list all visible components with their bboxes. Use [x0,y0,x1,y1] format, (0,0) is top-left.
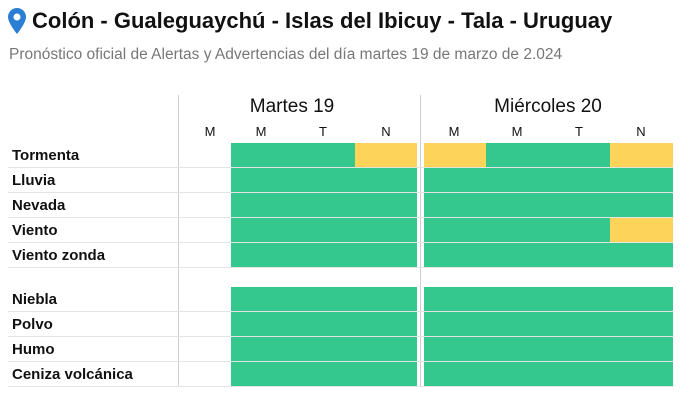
alert-cell [610,337,673,361]
alert-cell [486,287,548,311]
row-divider [8,242,674,243]
alert-cell [231,362,293,386]
alert-cell [486,312,548,336]
alert-cell [231,243,293,267]
row-label: Niebla [12,291,58,308]
alert-cell [424,168,486,192]
row-divider [8,267,674,268]
alert-cell [548,287,610,311]
alert-cell [424,218,486,242]
row-divider [8,192,674,193]
alert-cell [293,287,355,311]
alert-cell [424,287,486,311]
row-label: Tormenta [12,147,80,164]
alert-cell [293,312,355,336]
period-label: N [636,124,646,139]
period-label: T [575,124,583,139]
column-divider [178,95,179,387]
alert-cell [548,337,610,361]
alert-cell [293,362,355,386]
page-header: Colón - Gualeguaychú - Islas del Ibicuy … [8,6,683,36]
alert-cell [231,337,293,361]
alert-cell [231,168,293,192]
period-label: M [204,124,216,139]
alert-cell [355,168,417,192]
alert-cell [486,193,548,217]
alert-cell [610,287,673,311]
day-header: Martes 19 [249,96,335,117]
alert-cell [293,143,355,167]
row-label: Viento [12,222,58,239]
alert-cell [424,362,486,386]
alert-cell [486,218,548,242]
alert-cell [610,362,673,386]
alert-cell [486,337,548,361]
row-divider [8,336,674,337]
alert-cell [355,312,417,336]
alert-cell [424,193,486,217]
alert-cell [231,312,293,336]
alert-cell [231,193,293,217]
alert-cell [486,243,548,267]
day-header: Miércoles 20 [494,96,602,117]
alert-cell [486,362,548,386]
alert-cell [610,312,673,336]
alert-cell [610,218,673,242]
alert-cell [424,143,486,167]
period-label: M [448,124,460,139]
alert-cell [293,168,355,192]
alert-cell [548,143,610,167]
row-divider [8,217,674,218]
alert-cell [610,193,673,217]
alert-cell [231,143,293,167]
alert-cell [486,143,548,167]
period-label: T [319,124,327,139]
period-label: M [255,124,267,139]
alert-cell [355,193,417,217]
alert-cell [293,337,355,361]
alert-cell [424,312,486,336]
row-divider [8,361,674,362]
alert-cell [548,312,610,336]
alert-cell [610,243,673,267]
alert-cell [610,168,673,192]
row-label: Lluvia [12,172,56,189]
alert-cell [548,193,610,217]
row-label: Polvo [12,316,53,333]
alert-cell [355,362,417,386]
alert-cell [610,143,673,167]
alert-cell [293,218,355,242]
row-label: Humo [12,341,55,358]
alert-cell [548,243,610,267]
alert-cell [486,168,548,192]
alert-cell [355,337,417,361]
period-label: M [511,124,523,139]
alert-cell [355,287,417,311]
row-divider [8,167,674,168]
alert-cell [231,287,293,311]
period-label: N [381,124,391,139]
page-title: Colón - Gualeguaychú - Islas del Ibicuy … [32,8,613,33]
alert-cell [355,218,417,242]
row-label: Viento zonda [12,247,106,264]
alert-cell [231,218,293,242]
column-divider [420,95,421,387]
alert-cell [424,337,486,361]
alert-cell [293,193,355,217]
row-divider [8,386,674,387]
location-pin-icon [8,8,26,34]
alert-cell [548,218,610,242]
row-label: Nevada [12,197,66,214]
alert-cell [548,362,610,386]
page-subtitle: Pronóstico oficial de Alertas y Adverten… [9,46,563,63]
alert-cell [355,143,417,167]
alert-cell [424,243,486,267]
alert-cell [355,243,417,267]
row-label: Ceniza volcánica [12,366,133,383]
alert-cell [548,168,610,192]
row-divider [8,311,674,312]
alert-cell [293,243,355,267]
